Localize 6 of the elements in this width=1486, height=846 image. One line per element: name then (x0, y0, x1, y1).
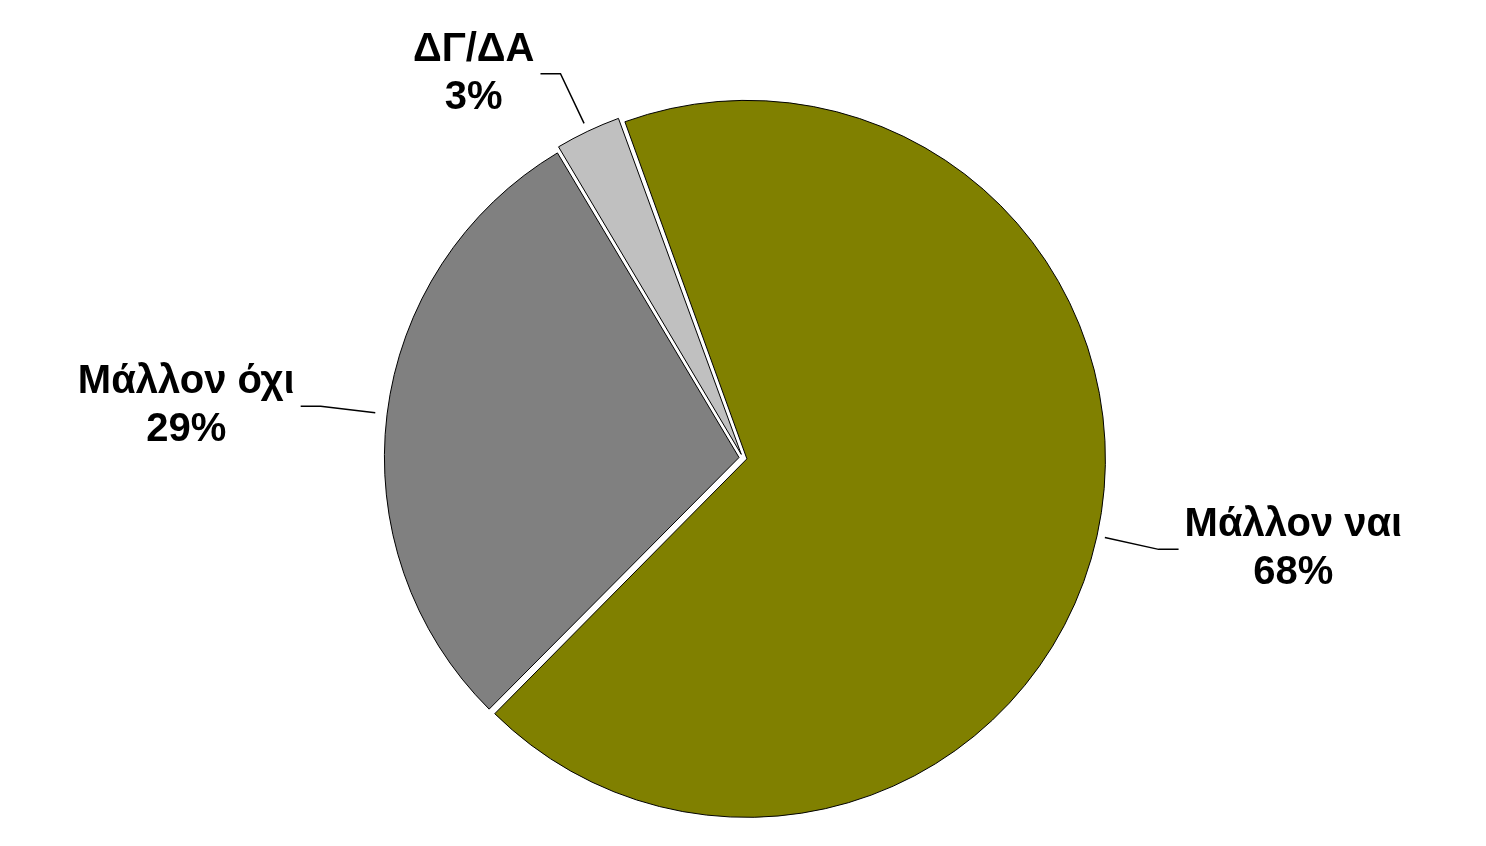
slice-label: Μάλλον όχι (77, 357, 295, 402)
data-label: 29% (146, 405, 227, 450)
slice-label: Μάλλον ναι (1184, 500, 1403, 545)
data-label: 68% (1253, 548, 1334, 593)
data-label: 3% (444, 72, 503, 117)
slice-label: ΔΓ/ΔΑ (412, 24, 535, 69)
